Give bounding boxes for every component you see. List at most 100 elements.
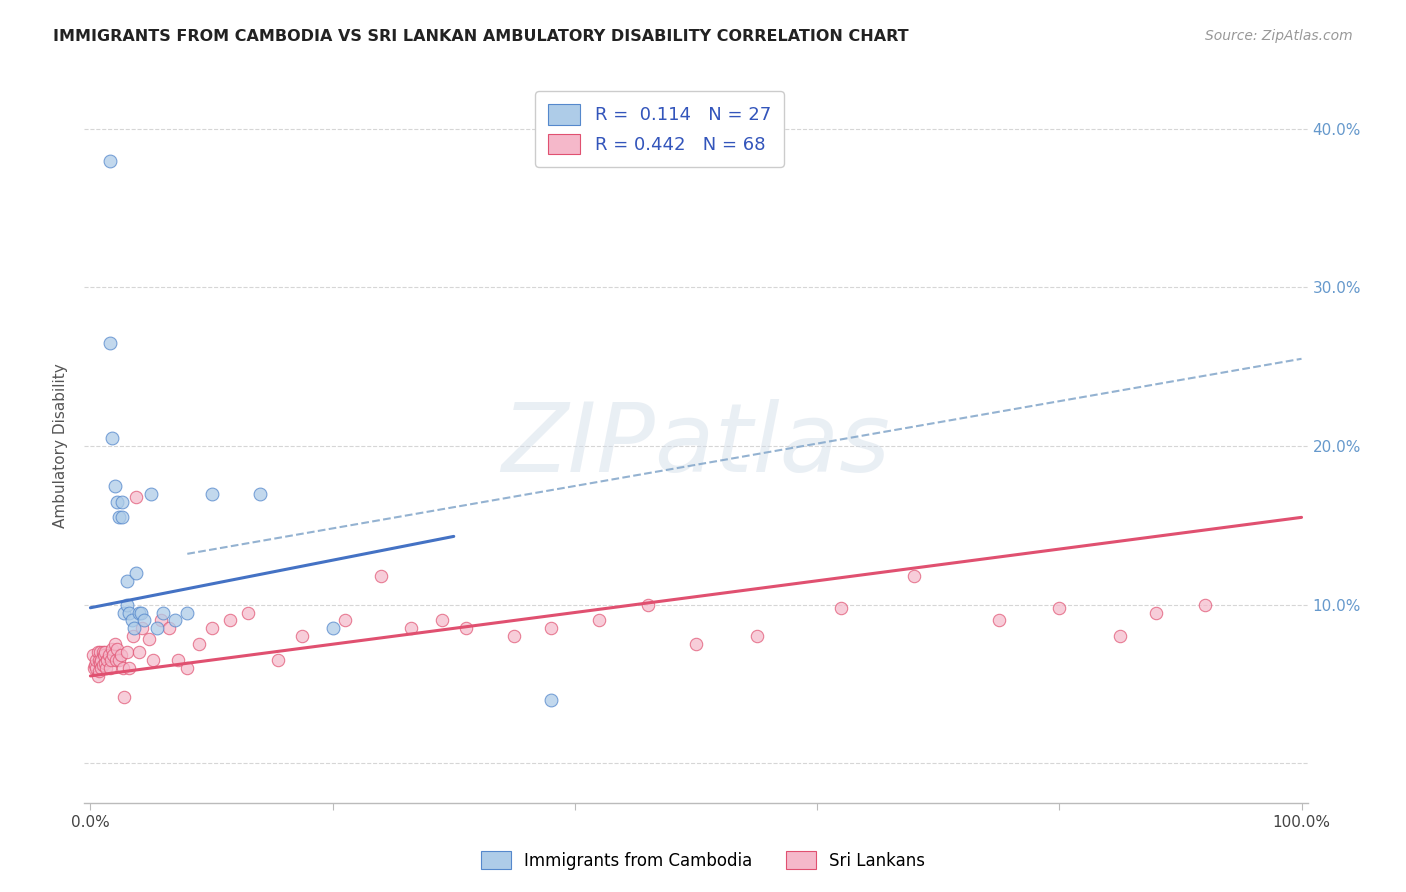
Point — [118, 661, 141, 675]
Point — [236, 606, 259, 620]
Point — [115, 598, 138, 612]
Point — [89, 645, 111, 659]
Point — [267, 653, 290, 667]
Point — [82, 648, 104, 663]
Point — [249, 486, 271, 500]
Y-axis label: Ambulatory Disability: Ambulatory Disability — [53, 364, 69, 528]
Point — [503, 629, 526, 643]
Point — [1047, 600, 1070, 615]
Point — [103, 648, 125, 663]
Point — [112, 690, 135, 704]
Point — [454, 621, 477, 635]
Point — [89, 657, 111, 671]
Point — [100, 653, 122, 667]
Point — [131, 621, 153, 635]
Point — [903, 569, 925, 583]
Point — [745, 629, 768, 643]
Point — [176, 606, 198, 620]
Text: IMMIGRANTS FROM CAMBODIA VS SRI LANKAN AMBULATORY DISABILITY CORRELATION CHART: IMMIGRANTS FROM CAMBODIA VS SRI LANKAN A… — [53, 29, 910, 44]
Point — [830, 600, 852, 615]
Point — [200, 486, 222, 500]
Point — [83, 661, 105, 675]
Point — [108, 653, 131, 667]
Point — [96, 661, 118, 675]
Point — [1108, 629, 1130, 643]
Point — [122, 621, 145, 635]
Point — [142, 653, 165, 667]
Point — [200, 621, 222, 635]
Point — [98, 335, 121, 350]
Legend: R =  0.114   N = 27, R = 0.442   N = 68: R = 0.114 N = 27, R = 0.442 N = 68 — [536, 91, 783, 167]
Point — [118, 606, 141, 620]
Point — [540, 621, 562, 635]
Point — [121, 629, 143, 643]
Point — [176, 661, 198, 675]
Point — [121, 614, 143, 628]
Text: ZIPatlas: ZIPatlas — [502, 400, 890, 492]
Point — [333, 614, 356, 628]
Point — [94, 645, 117, 659]
Point — [149, 614, 172, 628]
Point — [637, 598, 659, 612]
Point — [115, 645, 138, 659]
Point — [98, 661, 121, 675]
Point — [98, 153, 121, 168]
Point — [129, 606, 152, 620]
Point — [108, 510, 131, 524]
Point — [132, 614, 155, 628]
Point — [86, 661, 108, 675]
Point — [96, 653, 118, 667]
Point — [94, 657, 117, 671]
Point — [111, 510, 134, 524]
Point — [104, 637, 127, 651]
Point — [91, 645, 114, 659]
Text: Source: ZipAtlas.com: Source: ZipAtlas.com — [1205, 29, 1353, 43]
Point — [188, 637, 211, 651]
Point — [1144, 606, 1167, 620]
Point — [125, 490, 148, 504]
Point — [291, 629, 314, 643]
Point — [401, 621, 423, 635]
Point — [540, 692, 562, 706]
Point — [105, 494, 128, 508]
Point — [112, 606, 135, 620]
Point — [112, 661, 135, 675]
Point — [101, 431, 124, 445]
Point — [91, 657, 114, 672]
Point — [430, 614, 453, 628]
Point — [90, 653, 112, 667]
Point — [138, 632, 160, 647]
Point — [146, 621, 169, 635]
Point — [110, 648, 132, 663]
Point — [104, 653, 127, 667]
Point — [588, 614, 610, 628]
Point — [1194, 598, 1216, 612]
Point — [87, 664, 110, 678]
Point — [87, 653, 110, 667]
Point — [685, 637, 707, 651]
Point — [90, 661, 112, 675]
Point — [86, 653, 108, 667]
Point — [157, 621, 180, 635]
Point — [97, 648, 120, 663]
Point — [370, 569, 392, 583]
Point — [128, 606, 150, 620]
Point — [322, 621, 344, 635]
Point — [111, 494, 134, 508]
Point — [128, 645, 150, 659]
Legend: Immigrants from Cambodia, Sri Lankans: Immigrants from Cambodia, Sri Lankans — [474, 845, 932, 877]
Point — [987, 614, 1010, 628]
Point — [139, 486, 162, 500]
Point — [101, 642, 124, 657]
Point — [115, 574, 138, 588]
Point — [166, 653, 188, 667]
Point — [152, 606, 174, 620]
Point — [93, 648, 115, 663]
Point — [86, 669, 108, 683]
Point — [218, 614, 240, 628]
Point — [104, 478, 127, 492]
Point — [105, 642, 128, 657]
Point — [125, 566, 148, 580]
Point — [84, 657, 107, 672]
Point — [165, 614, 187, 628]
